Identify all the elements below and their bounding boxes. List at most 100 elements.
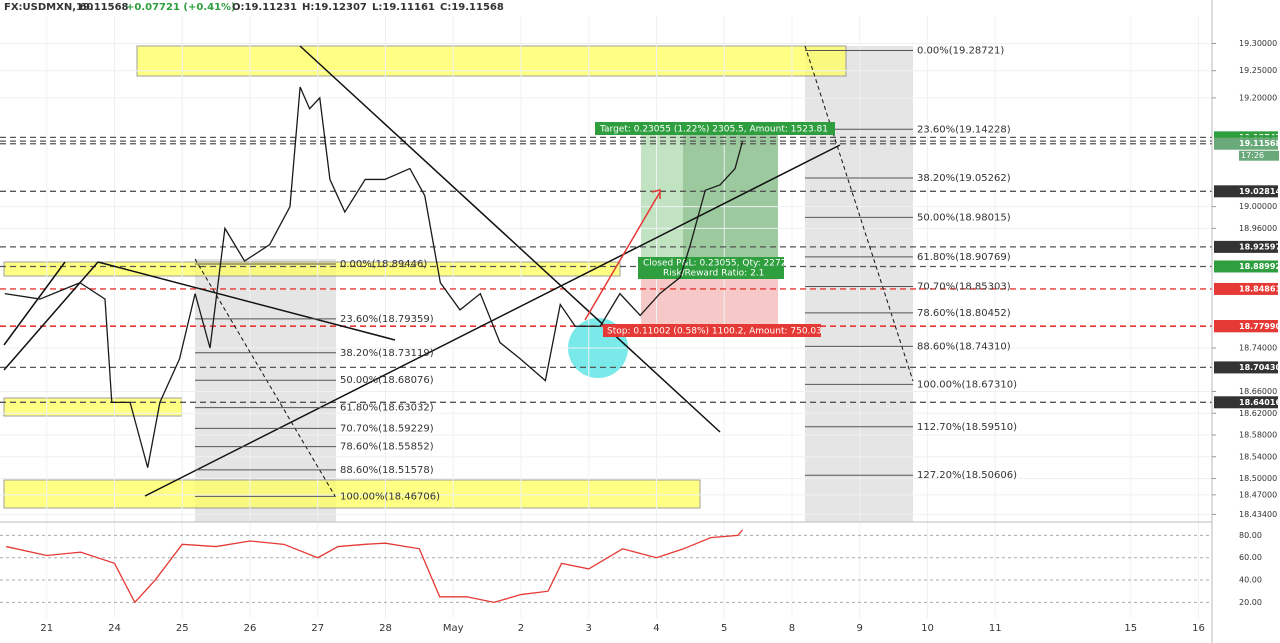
target-zone [683, 128, 778, 278]
open: O:19.11231 [232, 2, 297, 13]
osc-tick-label: 20.00 [1239, 598, 1262, 607]
price-label-bg [1214, 396, 1278, 409]
zone-box [3, 261, 621, 277]
target-label-bg [595, 122, 835, 135]
target-zone [641, 128, 778, 278]
oscillator-line [5, 529, 744, 604]
price-line [4, 86, 744, 468]
fib-trend [804, 45, 914, 382]
fib-label: 112.70%(18.59510) [917, 422, 1017, 433]
x-tick-label: 15 [1124, 623, 1137, 634]
zone-box [136, 45, 847, 77]
x-tick-label: 9 [857, 623, 863, 634]
fib-label: 70.70%(18.85303) [917, 282, 1011, 293]
y-tick-label: 18.50000 [1239, 474, 1277, 483]
price-label: 18.88992 [1239, 262, 1280, 271]
price-label-bg [1214, 282, 1278, 295]
fib-label: 70.70%(18.59229) [340, 423, 434, 434]
arrow [584, 191, 661, 321]
price-label: 18.92597 [1239, 242, 1280, 251]
price-label-bg [1214, 137, 1278, 150]
ratio-label: Risk/Reward Ratio: 2.1 [663, 269, 764, 279]
fib-label: 23.60%(18.79359) [340, 314, 434, 325]
fib-label: 0.00%(18.89446) [340, 259, 427, 270]
y-tick-label: 18.47000 [1239, 490, 1277, 499]
y-tick-label: 19.00000 [1239, 202, 1277, 211]
stop-label: Stop: 0.11002 (0.58%) 1100.2, Amount: 75… [607, 327, 822, 337]
x-tick-label: 11 [989, 623, 1002, 634]
high: H:19.12307 [302, 2, 367, 13]
trend-line [97, 261, 396, 341]
x-tick-label: 26 [244, 623, 257, 634]
price-label: 18.64016 [1239, 398, 1280, 407]
countdown: 17:26 [1241, 151, 1264, 160]
price-label-bg [1214, 361, 1278, 374]
x-tick-label: 28 [379, 623, 392, 634]
price-label-bg [1214, 185, 1278, 198]
x-tick-label: 8 [789, 623, 795, 634]
stop-label-bg [603, 324, 821, 337]
x-tick-label: 2 [518, 623, 524, 634]
symbol: FX:USDMXN, 60 [4, 2, 93, 13]
fib-label: 61.80%(18.90769) [917, 252, 1011, 263]
x-tick-label: May [443, 623, 464, 634]
fib-label: 78.60%(18.80452) [917, 308, 1011, 319]
fib-label: 0.00%(19.28721) [917, 45, 1004, 56]
y-tick-label: 18.54000 [1239, 452, 1277, 461]
y-tick-label: 18.43400 [1239, 510, 1277, 519]
trend-line [3, 261, 66, 346]
x-tick-label: 24 [108, 623, 121, 634]
price-label: 18.70430 [1239, 363, 1280, 372]
fib-label: 88.60%(18.74310) [917, 341, 1011, 352]
y-tick-label: 18.96000 [1239, 224, 1277, 233]
fib-label: 100.00%(18.67310) [917, 379, 1017, 390]
x-tick-label: 27 [311, 623, 324, 634]
fib-label: 88.60%(18.51578) [340, 465, 434, 476]
y-tick-label: 19.30000 [1239, 39, 1277, 48]
fib-label: 100.00%(18.46706) [340, 491, 440, 502]
x-tick-label: 10 [921, 623, 934, 634]
y-tick-label: 18.58000 [1239, 431, 1277, 440]
y-tick-label: 19.20000 [1239, 93, 1277, 102]
y-tick-label: 18.66000 [1239, 387, 1277, 396]
price-label-bg [1214, 320, 1278, 333]
price-label: 19.02814 [1239, 187, 1280, 196]
stop-zone [641, 278, 778, 333]
change: +0.07721 (+0.41%) [126, 2, 236, 13]
pnl-label-bg [638, 257, 784, 279]
fib-label: 127.20%(18.50606) [917, 470, 1017, 481]
drawings [3, 45, 913, 522]
trend-line [299, 45, 721, 433]
header-bg [0, 0, 620, 14]
arrow-head [651, 189, 661, 199]
trend-line [3, 261, 99, 371]
y-tick-label: 19.25000 [1239, 66, 1277, 75]
x-tick-label: 16 [1192, 623, 1205, 634]
price-label-bg [1214, 260, 1278, 273]
x-tick-label: 25 [176, 623, 189, 634]
fib-label: 38.20%(19.05262) [917, 173, 1011, 184]
fib-label: 38.20%(18.73119) [340, 348, 434, 359]
trend-line [144, 144, 841, 497]
fib-label: 50.00%(18.68076) [340, 375, 434, 386]
zone-box [3, 479, 701, 509]
y-tick-label: 18.74000 [1239, 344, 1277, 353]
last-price: 19.11568 [76, 2, 129, 13]
pnl-label: Closed P&L: 0.23055, Qty: 2272 [643, 259, 786, 269]
price-label-bg [1214, 240, 1278, 253]
fib-zone [805, 46, 913, 522]
x-tick-label: 3 [586, 623, 592, 634]
low: L:19.11161 [372, 2, 435, 13]
x-tick-label: 21 [40, 623, 53, 634]
close: C:19.11568 [440, 2, 504, 13]
price-label: 18.84861 [1239, 284, 1280, 293]
price-label: 19.11568 [1239, 139, 1280, 148]
x-tick-label: 4 [653, 623, 659, 634]
fib-label: 23.60%(19.14228) [917, 124, 1011, 135]
osc-tick-label: 40.00 [1239, 576, 1262, 585]
fib-trend [194, 258, 336, 497]
countdown-bg [1239, 150, 1279, 161]
price-label: 18.77990 [1239, 322, 1280, 331]
